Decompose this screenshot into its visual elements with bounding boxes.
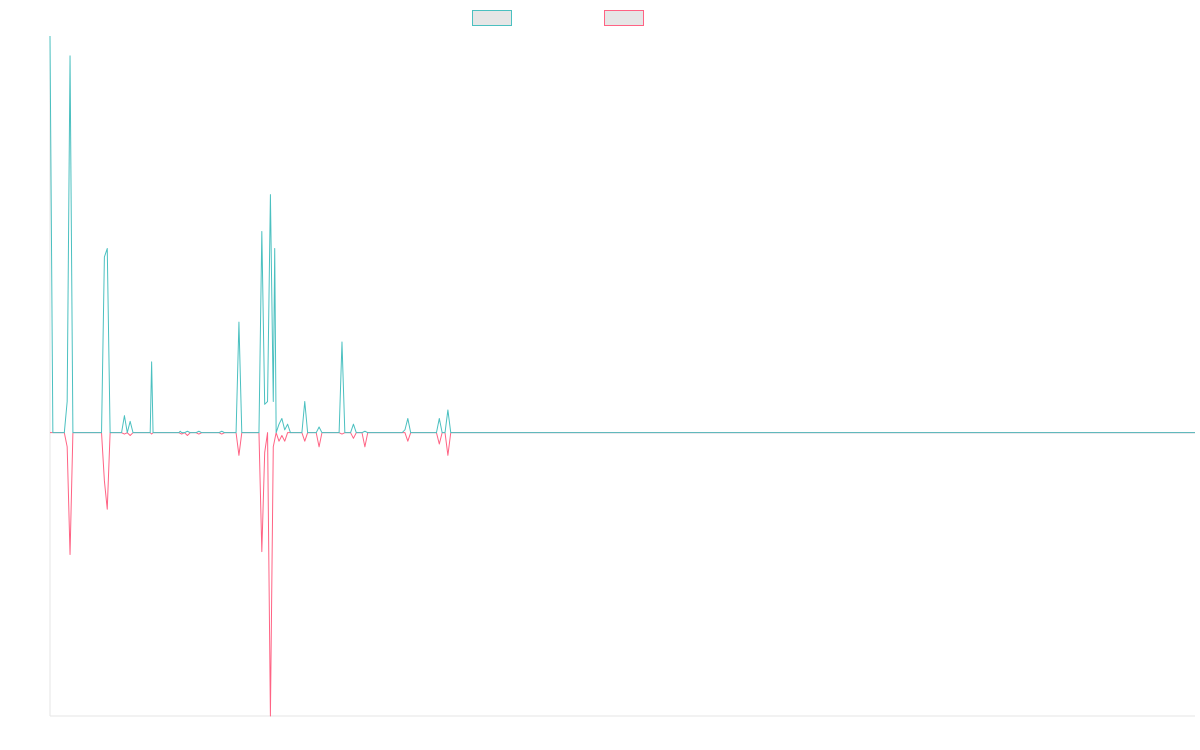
series-line-series_b [50,432,1195,717]
series-line-series_a [49,35,1195,434]
axes [49,36,1195,717]
legend-swatch-series_b[interactable] [604,10,644,26]
legend[interactable] [472,10,644,26]
series-layer [49,35,1195,717]
legend-swatch-series_a[interactable] [472,10,512,26]
